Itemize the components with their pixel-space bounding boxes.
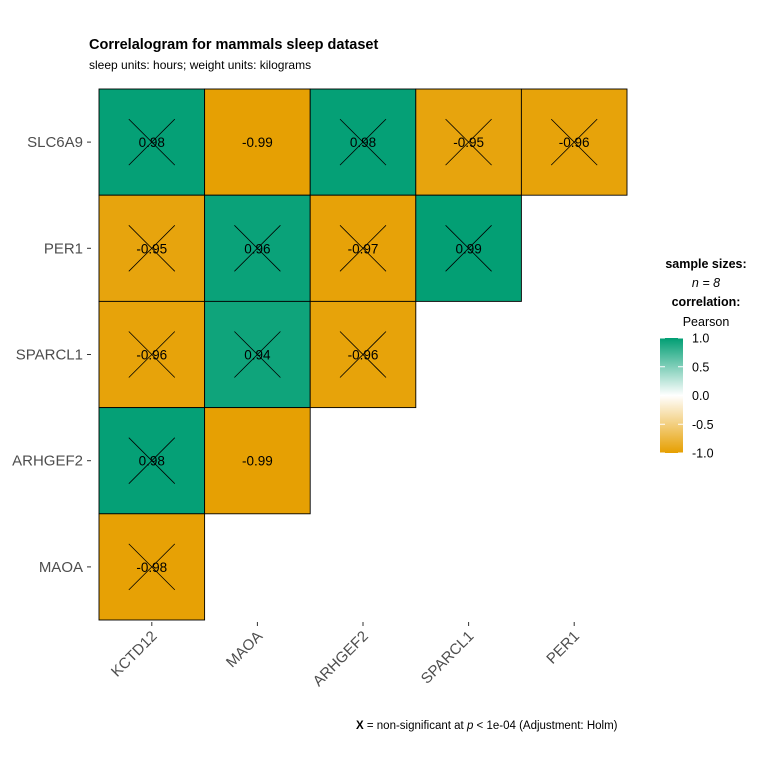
heatmap-cell: -0.99 xyxy=(204,88,311,196)
caption-p: p xyxy=(466,720,474,732)
caption: X = non-significant at p < 1e-04 (Adjust… xyxy=(356,720,618,732)
cell-value-label: -0.96 xyxy=(559,135,590,150)
legend-sample-sizes-title: sample sizes: xyxy=(665,257,746,271)
heatmap-cell: -0.96 xyxy=(520,88,628,196)
cell-rect xyxy=(204,407,311,515)
cell-rect xyxy=(204,88,311,196)
legend-tick-label: -0.5 xyxy=(692,418,714,432)
y-tick-label: SPARCL1 xyxy=(16,347,83,364)
nonsignificant-cross xyxy=(339,225,387,272)
heatmap-cell: -0.98 xyxy=(98,513,206,621)
x-axis: KCTD12 MAOA ARHGEF2 SPARCL1 PER1 xyxy=(108,622,583,690)
nonsignificant-cross xyxy=(550,118,598,166)
legend-ticks: 1.0 0.5 0.0 -0.5 -1.0 xyxy=(660,332,714,461)
cell-value-label: 0.99 xyxy=(455,241,481,256)
cell-value-label: -0.96 xyxy=(348,348,379,363)
y-axis: SLC6A9 PER1 SPARCL1 ARHGEF2 MAOA xyxy=(12,134,91,576)
x-tick-label: SPARCL1 xyxy=(418,628,478,688)
legend-tick-label: 0.0 xyxy=(692,389,709,403)
x-tick-label: MAOA xyxy=(223,628,266,671)
nonsignificant-cross xyxy=(128,118,176,166)
heatmap-cell: 0.94 xyxy=(204,300,311,409)
legend-colorbar xyxy=(660,338,683,453)
heatmap-cell: -0.95 xyxy=(98,194,206,302)
heatmap-cell: -0.97 xyxy=(309,194,417,302)
heatmap-cell: 0.98 xyxy=(98,88,206,196)
heatmap-cells: 0.98 -0.99 0.98 -0.95 -0.96 -0.95 0.96 -0.97 0.9… xyxy=(98,88,628,621)
y-tick-label: SLC6A9 xyxy=(27,134,83,151)
cell-value-label: 0.98 xyxy=(139,135,165,150)
heatmap-cell: 0.99 xyxy=(415,194,522,302)
legend: sample sizes: n = 8 correlation: Pearson… xyxy=(660,257,747,461)
caption-text: = non-significant at xyxy=(367,720,465,732)
heatmap-cell: -0.99 xyxy=(204,407,311,515)
nonsignificant-cross xyxy=(339,331,387,378)
cell-value-label: -0.97 xyxy=(348,241,379,256)
cell-value-label: -0.98 xyxy=(136,560,167,575)
cell-value-label: 0.98 xyxy=(139,454,165,469)
heatmap-cell: 0.98 xyxy=(309,88,417,196)
nonsignificant-cross xyxy=(128,331,176,378)
chart-title: Correlalogram for mammals sleep dataset xyxy=(89,37,378,53)
y-tick-label: ARHGEF2 xyxy=(12,453,83,470)
y-tick-label: PER1 xyxy=(44,240,83,257)
x-tick-label: PER1 xyxy=(543,628,583,668)
chart-subtitle: sleep units: hours; weight units: kilogr… xyxy=(89,58,311,72)
heatmap-cell: -0.95 xyxy=(415,88,522,196)
cell-value-label: 0.94 xyxy=(244,348,271,363)
legend-sample-size: n = 8 xyxy=(692,276,720,290)
nonsignificant-cross xyxy=(445,118,492,166)
nonsignificant-cross xyxy=(339,118,387,166)
nonsignificant-cross xyxy=(128,437,176,484)
legend-tick-label: 1.0 xyxy=(692,332,709,346)
x-tick-label: KCTD12 xyxy=(108,628,161,681)
y-tick-label: MAOA xyxy=(39,559,83,576)
caption-mark: X xyxy=(356,720,364,732)
caption-threshold: < 1e-04 (Adjustment: Holm) xyxy=(477,720,618,732)
heatmap-cell: -0.96 xyxy=(309,300,417,409)
heatmap-cell: -0.96 xyxy=(98,300,206,409)
heatmap-cell: 0.96 xyxy=(204,194,311,302)
legend-tick-label: -1.0 xyxy=(692,447,714,461)
cell-value-label: -0.99 xyxy=(242,135,273,150)
cell-value-label: -0.95 xyxy=(136,241,167,256)
cell-value-label: -0.96 xyxy=(136,348,167,363)
cell-value-label: 0.98 xyxy=(350,135,376,150)
cell-value-label: 0.96 xyxy=(244,241,270,256)
legend-method: Pearson xyxy=(683,315,730,329)
nonsignificant-cross xyxy=(128,543,176,591)
nonsignificant-cross xyxy=(445,225,492,272)
cell-value-label: -0.95 xyxy=(453,135,484,150)
cell-value-label: -0.99 xyxy=(242,454,273,469)
legend-tick-label: 0.5 xyxy=(692,360,709,374)
heatmap-cell: 0.98 xyxy=(98,407,206,515)
legend-correlation-title: correlation: xyxy=(672,295,741,309)
x-tick-label: ARHGEF2 xyxy=(310,628,372,690)
nonsignificant-cross xyxy=(234,331,281,378)
nonsignificant-cross xyxy=(234,225,281,272)
nonsignificant-cross xyxy=(128,225,176,272)
